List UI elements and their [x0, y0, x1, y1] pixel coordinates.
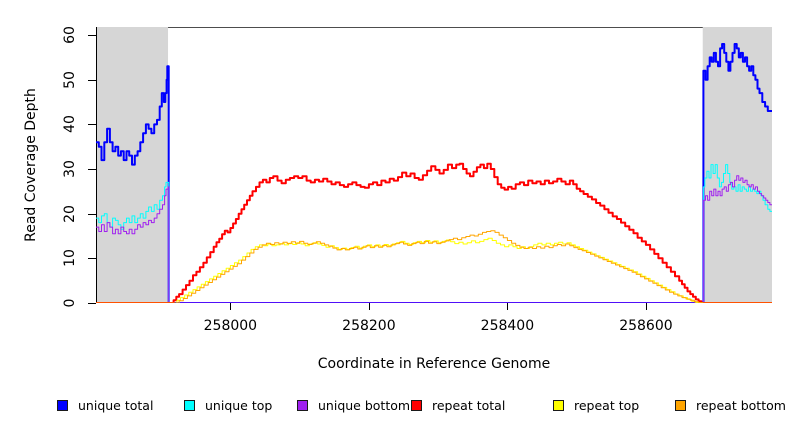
x-tick-label: 258400 [480, 318, 535, 334]
y-tick-label: 30 [62, 160, 78, 178]
y-tick-label: 60 [62, 26, 78, 44]
legend-label: unique total [78, 398, 154, 413]
repeat-top-swatch-icon [553, 400, 564, 411]
plot-area [96, 27, 772, 303]
legend-label: repeat top [574, 398, 640, 413]
x-tick [230, 303, 232, 310]
x-tick-label: 258200 [342, 318, 396, 334]
x-tick-label: 258600 [619, 318, 673, 334]
legend-label: repeat bottom [696, 398, 786, 413]
x-tick [645, 303, 647, 310]
legend-label: unique top [205, 398, 273, 413]
legend-item-unique-total: unique total [57, 398, 153, 413]
x-tick [368, 303, 370, 310]
y-tick [88, 213, 96, 215]
y-tick-label: 40 [62, 115, 78, 134]
legend-label: unique bottom [318, 398, 411, 413]
y-tick [88, 124, 96, 126]
y-tick-label: 50 [62, 70, 78, 89]
unique-total-swatch-icon [57, 400, 68, 411]
legend-item-repeat-total: repeat total [411, 398, 505, 413]
legend-label: repeat total [432, 398, 506, 413]
y-tick [88, 169, 96, 171]
y-tick-label: 0 [62, 298, 78, 308]
legend-item-unique-top: unique top [184, 398, 272, 413]
y-tick-label: 20 [62, 204, 78, 223]
y-axis-title: Read Coverage Depth [23, 88, 39, 242]
unique-top-swatch-icon [184, 400, 195, 411]
legend-item-unique-bottom: unique bottom [297, 398, 410, 413]
y-tick [88, 35, 96, 37]
repeat-total-swatch-icon [411, 400, 422, 411]
repeat-bottom-swatch-icon [675, 400, 686, 411]
x-axis-title: Coordinate in Reference Genome [317, 356, 551, 372]
y-tick [88, 79, 96, 81]
y-tick-label: 10 [62, 249, 78, 268]
y-tick [88, 258, 96, 260]
x-tick-label: 258000 [203, 318, 258, 334]
y-tick [88, 303, 96, 304]
legend-item-repeat-top: repeat top [553, 398, 639, 413]
unique-bottom-swatch-icon [297, 400, 308, 411]
x-tick [507, 303, 509, 310]
legend-item-repeat-bottom: repeat bottom [675, 398, 786, 413]
